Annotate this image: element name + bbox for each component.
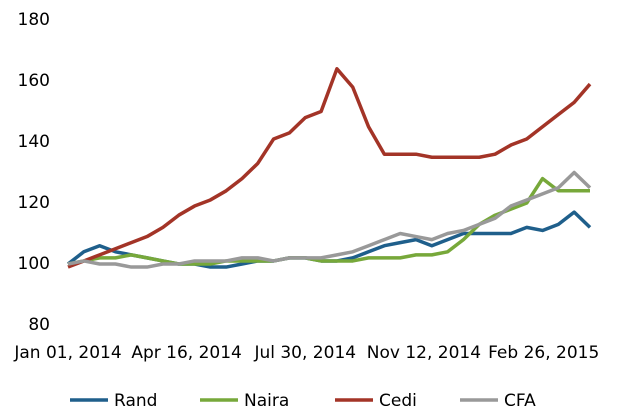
x-tick-label: Feb 26, 2015 <box>488 343 599 363</box>
y-tick-label: 160 <box>18 71 50 91</box>
line-series <box>67 176 590 266</box>
line-series <box>67 170 592 269</box>
y-tick-label: 140 <box>18 132 50 152</box>
x-tick-label: Jan 01, 2014 <box>13 343 121 363</box>
y-tick-label: 180 <box>18 10 50 30</box>
y-tick-label: 100 <box>18 254 50 274</box>
legend-label: Naira <box>244 391 289 411</box>
line-series <box>67 67 592 269</box>
legend-label: Cedi <box>379 391 417 411</box>
y-tick-label: 80 <box>28 315 50 335</box>
y-tick-label: 120 <box>18 193 50 213</box>
legend-label: CFA <box>504 391 536 411</box>
x-tick-label: Nov 12, 2014 <box>367 343 481 363</box>
legend-label: Rand <box>114 391 157 411</box>
x-tick-label: Apr 16, 2014 <box>131 343 242 363</box>
x-tick-label: Jul 30, 2014 <box>253 343 356 363</box>
